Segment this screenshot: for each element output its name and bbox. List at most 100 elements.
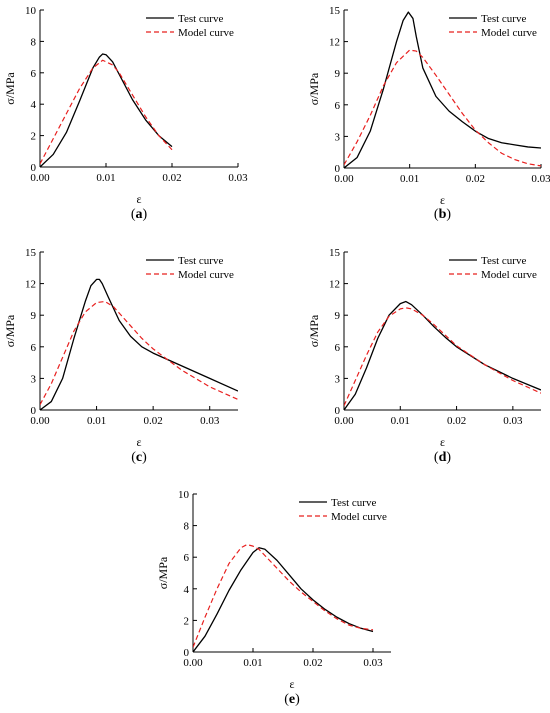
x-axis-label: ε: [440, 435, 445, 449]
panel-label-letter: e: [289, 692, 295, 707]
y-tick-label: 0: [184, 647, 190, 659]
y-tick-label: 0: [335, 405, 341, 417]
y-axis-label: σ/MPa: [3, 72, 17, 105]
x-tick-label: 0.01: [87, 415, 106, 427]
x-tick-label: 0.02: [447, 415, 466, 427]
y-tick-label: 12: [25, 279, 36, 291]
y-tick-label: 6: [335, 100, 341, 112]
panel-label-open: (: [434, 450, 439, 465]
panel-label: (b): [434, 207, 451, 222]
chart-panel-b: 0 3 6 9 12 15 0.00 0.01 0.02 0.03 ε σ/MPa Test curve…: [307, 5, 550, 222]
x-tick-label: 0.03: [363, 657, 383, 669]
y-tick-label: 8: [184, 521, 190, 533]
x-tick-label: 0.00: [183, 657, 203, 669]
y-axis-label: σ/MPa: [156, 556, 170, 589]
x-tick-label: 0.00: [334, 173, 354, 185]
panel-label-close: ): [142, 450, 147, 465]
y-tick-label: 0: [31, 162, 37, 174]
x-tick-label: 0.00: [334, 415, 354, 427]
x-tick-label: 0.00: [30, 172, 50, 184]
model-curve-line: [193, 543, 374, 648]
legend-test-label: Test curve: [331, 497, 376, 509]
x-axis-label: ε: [289, 677, 294, 691]
x-axis-label: ε: [136, 192, 141, 206]
x-tick-label: 0.03: [228, 172, 248, 184]
x-tick-label: 0.02: [162, 172, 181, 184]
x-tick-label: 0.01: [243, 657, 262, 669]
legend-model-label: Model curve: [331, 511, 387, 523]
y-tick-label: 15: [329, 247, 341, 259]
legend-model-label: Model curve: [178, 27, 234, 39]
y-tick-label: 12: [329, 37, 340, 49]
model-curve-line: [344, 307, 541, 407]
legend-model-label: Model curve: [481, 27, 537, 39]
y-tick-label: 3: [335, 131, 341, 143]
panel-label-letter: c: [136, 450, 142, 465]
model-curve-line: [344, 49, 541, 167]
x-axis-label: ε: [136, 435, 141, 449]
model-curve-line: [40, 300, 238, 406]
panel-label-letter: b: [439, 207, 447, 222]
test-curve-line: [344, 11, 541, 168]
legend-model-label: Model curve: [178, 269, 234, 281]
test-curve-line: [344, 300, 541, 410]
chart-panel-c: 0 3 6 9 12 15 0.00 0.01 0.02 0.03 ε σ/MPa Test curve…: [3, 247, 238, 465]
panel-label-open: (: [434, 207, 439, 222]
y-tick-label: 8: [31, 36, 37, 48]
x-tick-label: 0.01: [400, 173, 419, 185]
y-tick-label: 6: [31, 342, 37, 354]
y-tick-label: 4: [184, 584, 190, 596]
y-tick-label: 9: [335, 310, 341, 322]
y-tick-label: 15: [329, 5, 341, 17]
y-tick-label: 4: [31, 99, 37, 111]
model-curve-line: [40, 59, 173, 165]
legend-test-label: Test curve: [481, 13, 526, 25]
panel-label-letter: d: [439, 450, 447, 465]
panel-label: (d): [434, 450, 451, 465]
panel-label: (e): [284, 692, 300, 707]
x-axis-label: ε: [440, 193, 445, 207]
legend-model-label: Model curve: [481, 269, 537, 281]
y-axis-label: σ/MPa: [3, 314, 17, 347]
y-tick-label: 10: [178, 489, 190, 501]
test-curve-line: [193, 547, 374, 652]
panel-label-close: ): [295, 692, 300, 707]
x-tick-label: 0.03: [200, 415, 220, 427]
x-tick-label: 0.01: [96, 172, 115, 184]
y-tick-label: 3: [31, 373, 37, 385]
y-tick-label: 9: [31, 310, 37, 322]
y-tick-label: 0: [335, 163, 341, 175]
legend-test-label: Test curve: [178, 13, 223, 25]
chart-panel-e: 0 2 4 6 8 10 0.00 0.01 0.02 0.03 ε σ/MPa Test curve M…: [156, 489, 391, 707]
panel-label-letter: a: [136, 207, 143, 222]
y-tick-label: 6: [335, 342, 341, 354]
y-tick-label: 2: [184, 615, 190, 627]
test-curve-line: [40, 278, 238, 410]
y-axis-label: σ/MPa: [307, 72, 321, 105]
y-tick-label: 2: [31, 131, 37, 143]
y-tick-label: 6: [184, 552, 190, 564]
legend-test-label: Test curve: [481, 255, 526, 267]
panel-label-open: (: [284, 692, 289, 707]
y-tick-label: 0: [31, 405, 37, 417]
x-tick-label: 0.02: [466, 173, 485, 185]
y-tick-label: 10: [25, 5, 37, 17]
chart-panel-d: 0 3 6 9 12 15 0.00 0.01 0.02 0.03 ε σ/MPa Test curve…: [307, 247, 541, 465]
y-axis-label: σ/MPa: [307, 314, 321, 347]
x-tick-label: 0.00: [30, 415, 50, 427]
panel-label: (c): [131, 450, 147, 465]
y-tick-label: 12: [329, 279, 340, 291]
y-tick-label: 9: [335, 68, 341, 80]
x-tick-label: 0.02: [303, 657, 322, 669]
y-tick-label: 6: [31, 68, 37, 80]
panel-label-open: (: [131, 450, 136, 465]
x-tick-label: 0.03: [503, 415, 523, 427]
y-tick-label: 3: [335, 373, 341, 385]
panel-label-close: ): [446, 207, 451, 222]
panel-label-close: ): [446, 450, 451, 465]
chart-panel-a: 0 2 4 6 8 10 0.00 0.01 0.02 0.03 ε σ/MPa Test curve M…: [3, 5, 248, 222]
x-tick-label: 0.02: [144, 415, 163, 427]
test-curve-line: [40, 53, 173, 167]
panel-label: (a): [131, 207, 148, 222]
